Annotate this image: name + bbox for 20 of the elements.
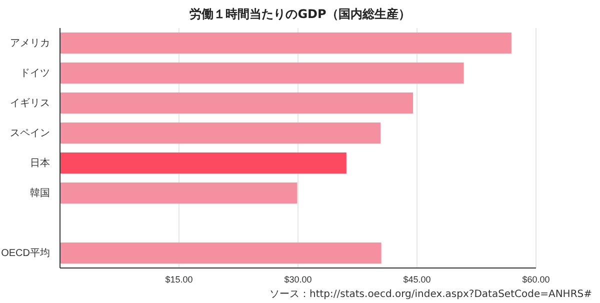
bar xyxy=(60,152,346,174)
x-tick-label: $60.00 xyxy=(522,274,550,284)
y-tick-label: スペイン xyxy=(10,128,50,140)
bar xyxy=(60,242,382,264)
text: ソース：http://stats.oecd.org/index.aspx?DataSetCode=ANHRS# xyxy=(269,289,592,300)
bar xyxy=(60,32,512,54)
y-tick-label: 韓国 xyxy=(30,187,50,200)
chart-title: 労働１時間当たりのGDP（国内総生産） xyxy=(190,7,410,21)
y-tick-label: アメリカ xyxy=(10,38,50,50)
x-tick-label: $30.00 xyxy=(284,274,312,284)
y-tick-label: 日本 xyxy=(30,157,50,170)
x-tick-label: $15.00 xyxy=(165,274,193,284)
bar xyxy=(60,182,298,204)
bar xyxy=(60,62,464,84)
x-tick-label: $45.00 xyxy=(403,274,431,284)
bar xyxy=(60,92,414,114)
y-tick-label: OECD平均 xyxy=(1,247,50,260)
bar xyxy=(60,122,381,144)
y-tick-label: イギリス xyxy=(10,97,50,110)
y-tick-label: ドイツ xyxy=(20,68,50,80)
